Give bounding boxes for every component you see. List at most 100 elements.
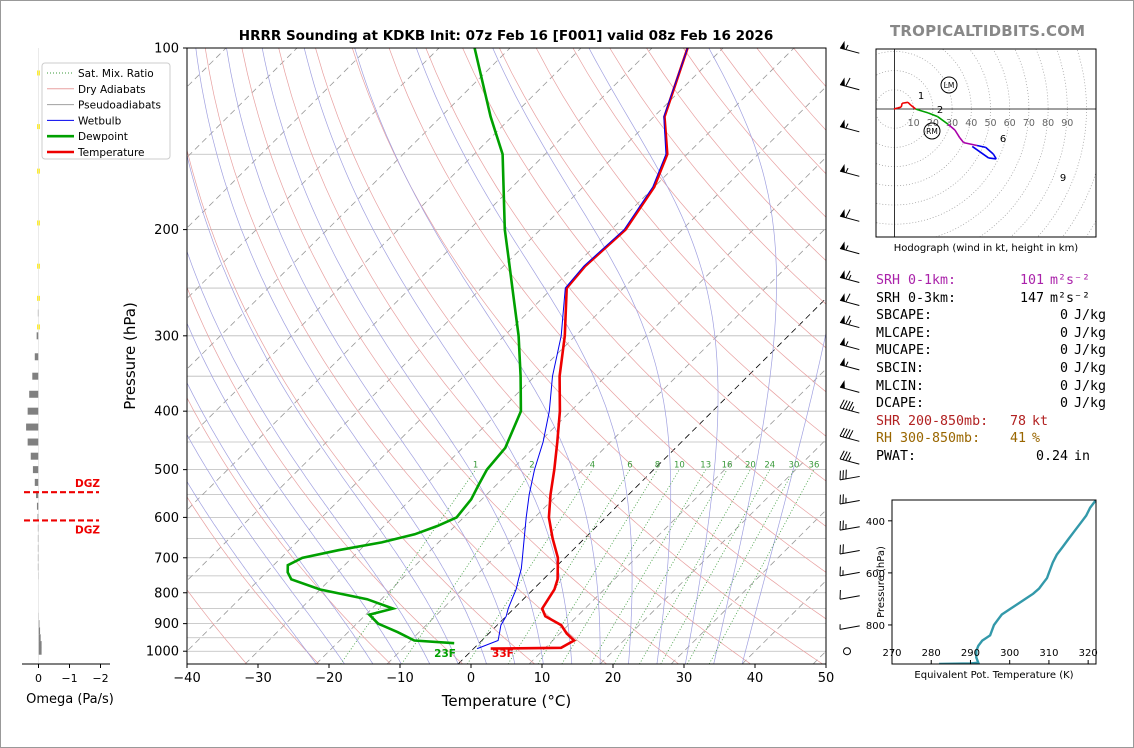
moist-adiabat xyxy=(588,48,719,664)
y-axis-label: Pressure (hPa) xyxy=(121,302,139,410)
hodograph-ring-label: 50 xyxy=(984,118,996,129)
dry-adiabat xyxy=(572,48,826,349)
isotherm xyxy=(187,48,795,652)
y-tick-label: 800 xyxy=(154,586,179,601)
barb-full xyxy=(842,428,848,438)
x-tick-label: 50 xyxy=(818,671,835,686)
legend-label: Dry Adiabats xyxy=(78,84,146,96)
isotherm xyxy=(528,368,826,664)
mixing-ratio-line xyxy=(507,469,631,664)
barb-full xyxy=(839,520,841,531)
theta-e-y-tick-label: 400 xyxy=(866,517,885,528)
theta-e-y-tick-label: 800 xyxy=(866,621,885,632)
profile-temperature xyxy=(490,48,689,650)
hodograph-segment xyxy=(947,123,956,131)
x-tick-label: −10 xyxy=(386,671,413,686)
mixing-ratio-label: 6 xyxy=(627,461,632,471)
x-tick-label: 0 xyxy=(467,671,475,686)
parameter-value: 0 xyxy=(1059,308,1068,324)
barb-full xyxy=(845,429,851,438)
parameter-row: SRH 0-3km: 147 m²s⁻² xyxy=(876,290,1106,308)
wind-barb xyxy=(839,119,860,133)
barb-shaft xyxy=(839,248,860,255)
parameter-value: 0.24 xyxy=(1035,448,1068,464)
barb-flag xyxy=(840,315,845,324)
mixing-ratio-label: 20 xyxy=(745,461,756,471)
y-tick-label: 100 xyxy=(154,42,179,57)
barb-shaft xyxy=(839,299,860,306)
barb-half xyxy=(845,167,849,173)
barb-shaft xyxy=(839,364,860,371)
wind-barb xyxy=(839,40,860,54)
barb-flag xyxy=(840,40,845,50)
parameter-row: MLCAPE: 0 J/kg xyxy=(876,325,1106,343)
parameter-value: 0 xyxy=(1059,396,1068,412)
y-tick-label: 200 xyxy=(154,223,179,238)
mixing-ratio-line xyxy=(708,469,815,664)
site-watermark: TROPICALTIDBITS.COM xyxy=(890,22,1086,40)
omega-bar xyxy=(37,563,39,571)
barb-half xyxy=(845,341,849,347)
isotherm xyxy=(187,48,724,582)
wind-barb xyxy=(839,209,860,222)
dry-adiabat xyxy=(351,48,826,620)
surface-temp-label: 23F xyxy=(434,648,456,660)
dry-adiabat xyxy=(187,148,535,664)
x-tick-label: −30 xyxy=(244,671,271,686)
moist-adiabat xyxy=(261,48,544,664)
height-label: 2 xyxy=(937,105,943,116)
omega-bar xyxy=(38,627,41,635)
mixing-ratio-label: 13 xyxy=(700,461,711,471)
parameter-row: SBCAPE: 0 J/kg xyxy=(876,307,1106,325)
barb-full xyxy=(842,451,848,460)
barb-shaft xyxy=(839,321,860,329)
parameter-unit: m²s⁻² xyxy=(1050,290,1091,306)
barb-shaft xyxy=(839,126,860,133)
hodograph-segment xyxy=(915,108,919,111)
mixing-ratio-line xyxy=(537,469,658,664)
parameter-value: 147 xyxy=(1019,290,1044,306)
barb-full xyxy=(839,544,841,555)
parameter-row: RH 300-850mb: 41% xyxy=(876,430,1106,448)
barb-full xyxy=(845,209,851,218)
barb-flag xyxy=(840,357,845,367)
hodograph-caption: Hodograph (wind in kt, height in km) xyxy=(894,243,1079,254)
x-tick-label: −40 xyxy=(173,671,200,686)
moist-adiabat xyxy=(187,381,374,664)
parameter-unit: J/kg xyxy=(1074,325,1107,341)
wind-barb xyxy=(839,589,860,600)
parameter-unit: % xyxy=(1032,431,1041,447)
barb-full xyxy=(839,399,845,409)
wind-barb xyxy=(839,380,860,393)
hodograph-segment xyxy=(897,106,902,109)
barb-half xyxy=(842,570,844,576)
parameter-label: MLCIN: xyxy=(876,378,925,394)
height-label: 6 xyxy=(1000,134,1006,145)
hodograph-ring-label: 40 xyxy=(965,118,977,129)
mixing-ratio-label: 30 xyxy=(789,461,800,471)
parameter-label: PWAT: xyxy=(876,448,917,464)
hodograph-segment xyxy=(927,112,938,118)
moist-adiabat xyxy=(354,48,601,664)
parameter-table: SRH 0-1km: 101 m²s⁻² SRH 0-3km: 147 m²s⁻² SBCA… xyxy=(876,272,1106,466)
omega-bar xyxy=(37,513,39,521)
barb-full xyxy=(845,77,851,87)
parameter-unit: J/kg xyxy=(1074,308,1107,324)
x-tick-label: 20 xyxy=(605,671,622,686)
wind-barb xyxy=(839,427,860,442)
theta-e-x-tick-label: 290 xyxy=(961,648,980,659)
theta-e-y-tick-label: 600 xyxy=(866,569,885,580)
parameter-label: MLCAPE: xyxy=(876,325,933,341)
hodograph-ring-label: 60 xyxy=(1004,118,1016,129)
isotherm xyxy=(315,156,826,664)
parameter-label: SHR 200-850mb: xyxy=(876,413,989,429)
moist-adiabat xyxy=(187,433,345,664)
parameter-label: SBCIN: xyxy=(876,360,925,376)
parameter-unit: J/kg xyxy=(1074,378,1107,394)
parameter-row: MUCAPE: 0 J/kg xyxy=(876,342,1106,360)
parameter-value: 0 xyxy=(1059,343,1068,359)
mixing-ratio-line xyxy=(401,469,533,664)
storm-motion-rm xyxy=(923,122,941,140)
barb-full xyxy=(845,452,851,461)
